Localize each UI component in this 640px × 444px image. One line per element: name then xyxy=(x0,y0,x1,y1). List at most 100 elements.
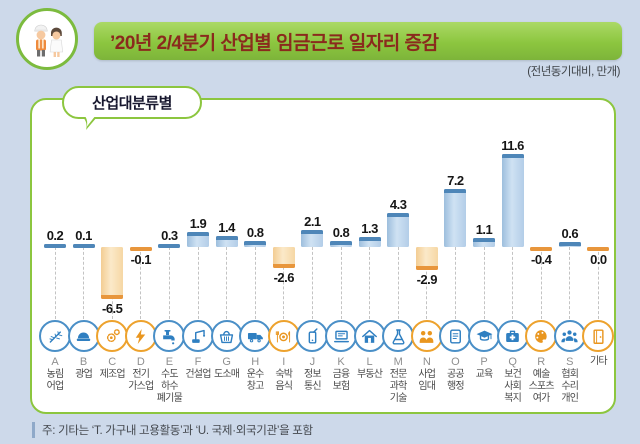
category-letter: N xyxy=(422,356,431,368)
category-label: 광업 xyxy=(75,369,93,380)
category-label: 사업 임대 xyxy=(418,369,436,393)
mobile-phone-icon xyxy=(296,320,329,352)
category-label: 농림 어업 xyxy=(46,369,65,393)
wheat-icon xyxy=(39,320,71,352)
bar xyxy=(387,213,410,247)
hardhat-icon xyxy=(67,320,100,352)
category-letter: L xyxy=(366,356,373,368)
category-label: 기타 xyxy=(589,356,608,367)
scroll-icon xyxy=(439,320,472,352)
bar xyxy=(244,241,267,247)
category-label: 도소매 xyxy=(213,369,240,380)
gridline xyxy=(369,247,371,319)
gridline xyxy=(426,247,428,319)
chart-column: 1.4 G 도소매 xyxy=(210,100,243,412)
category-label: 건설업 xyxy=(185,369,211,380)
gridline xyxy=(54,247,56,319)
gridline xyxy=(569,247,571,319)
door-icon xyxy=(582,320,615,352)
chart-column: 1.3 L 부동산 xyxy=(353,100,386,412)
category-letter: G xyxy=(222,356,231,368)
gridline xyxy=(512,247,514,319)
category-label: 예술 스포츠 여가 xyxy=(528,369,555,405)
bar xyxy=(530,247,553,251)
gridline xyxy=(597,247,599,319)
category-label: 운수 창고 xyxy=(246,369,265,393)
category-label: 정보 통신 xyxy=(303,369,322,393)
value-label: 0.0 xyxy=(590,252,607,267)
category-label: 공공 행정 xyxy=(446,369,465,393)
bar xyxy=(272,247,295,268)
chart-column: 11.6 Q 보건 사회 복지 xyxy=(496,100,529,412)
category-letter: M xyxy=(393,356,403,368)
category-letter: C xyxy=(108,356,117,368)
value-label: 4.3 xyxy=(389,197,407,212)
category-label: 숙박 음식 xyxy=(275,369,293,393)
basket-icon xyxy=(210,320,243,352)
gridline xyxy=(540,247,542,319)
chart-column: 0.8 H 운수 창고 xyxy=(239,100,272,412)
bar xyxy=(187,232,209,247)
category-letter: J xyxy=(309,356,316,368)
chart-column: -2.6 I 숙박 음식 xyxy=(267,100,300,412)
partnership-icon xyxy=(410,320,443,352)
chart-column: 0.2 A 농림 어업 xyxy=(39,100,71,412)
category-label: 전기 가스업 xyxy=(128,369,154,393)
category-letter: S xyxy=(566,356,574,368)
category-letter: P xyxy=(480,356,488,368)
bar xyxy=(558,242,581,247)
gear-icon xyxy=(96,320,129,352)
category-letter: H xyxy=(251,356,260,368)
bar xyxy=(215,236,238,247)
value-label: 7.2 xyxy=(447,173,464,188)
bubble-tail xyxy=(83,117,97,130)
gridline xyxy=(254,247,256,319)
chart-column: 0.3 E 수도 하수 폐기물 xyxy=(153,100,186,412)
category-letter: K xyxy=(337,356,345,368)
category-label: 수도 하수 폐기물 xyxy=(156,369,183,405)
category-letter: D xyxy=(136,356,145,368)
value-label: 11.6 xyxy=(501,138,524,153)
value-label: 1.4 xyxy=(218,220,235,235)
chart-column: 4.3 M 전문 과학 기술 xyxy=(382,100,415,412)
chart-column: -0.1 D 전기 가스업 xyxy=(124,100,157,412)
category-label: 부동산 xyxy=(356,369,383,380)
gridline xyxy=(140,247,142,319)
bar xyxy=(44,244,66,248)
chart-panel: 0.2 A 농림 어업 0.1 B 광업 -6.5 C 제조업 -0.1 D 전기 가스업 0.3 E 수도… xyxy=(30,98,616,414)
gridline xyxy=(283,247,285,319)
bar-chart: 0.2 A 농림 어업 0.1 B 광업 -6.5 C 제조업 -0.1 D 전기 가스업 0.3 E 수도… xyxy=(32,100,615,412)
category-letter: O xyxy=(451,356,460,368)
chart-column: 7.2 O 공공 행정 xyxy=(439,100,472,412)
bar xyxy=(301,230,324,247)
gridline xyxy=(340,247,342,319)
value-label: 0.2 xyxy=(46,228,64,243)
title-banner: ’20년 2/4분기 산업별 임금근로 일자리 증감 xyxy=(94,22,622,60)
bar xyxy=(358,237,381,247)
bar xyxy=(415,247,438,270)
chart-column: -2.9 N 사업 임대 xyxy=(410,100,443,412)
unit-note: (전년동기대비, 만개) xyxy=(527,66,620,78)
chart-column: 0.8 K 금융 보험 xyxy=(325,100,357,412)
value-label: 0.1 xyxy=(75,228,92,243)
value-label: 1.9 xyxy=(189,216,207,231)
gridline xyxy=(168,247,170,319)
first-aid-icon xyxy=(496,320,529,352)
bar xyxy=(501,154,524,247)
chart-column: 2.1 J 정보 통신 xyxy=(296,100,329,412)
category-letter: A xyxy=(51,356,59,368)
bar xyxy=(72,244,95,248)
bar xyxy=(101,247,124,299)
lightning-icon xyxy=(124,320,157,352)
value-label: 0.3 xyxy=(161,228,178,243)
graduation-cap-icon xyxy=(468,320,500,352)
science-icon xyxy=(382,320,415,352)
palette-icon xyxy=(525,320,558,352)
truck-icon xyxy=(239,320,272,352)
value-label: 1.1 xyxy=(475,222,493,237)
value-label: -2.6 xyxy=(273,270,295,285)
category-letter: E xyxy=(165,356,174,368)
value-label: 1.3 xyxy=(361,221,378,236)
gridline xyxy=(226,247,228,319)
